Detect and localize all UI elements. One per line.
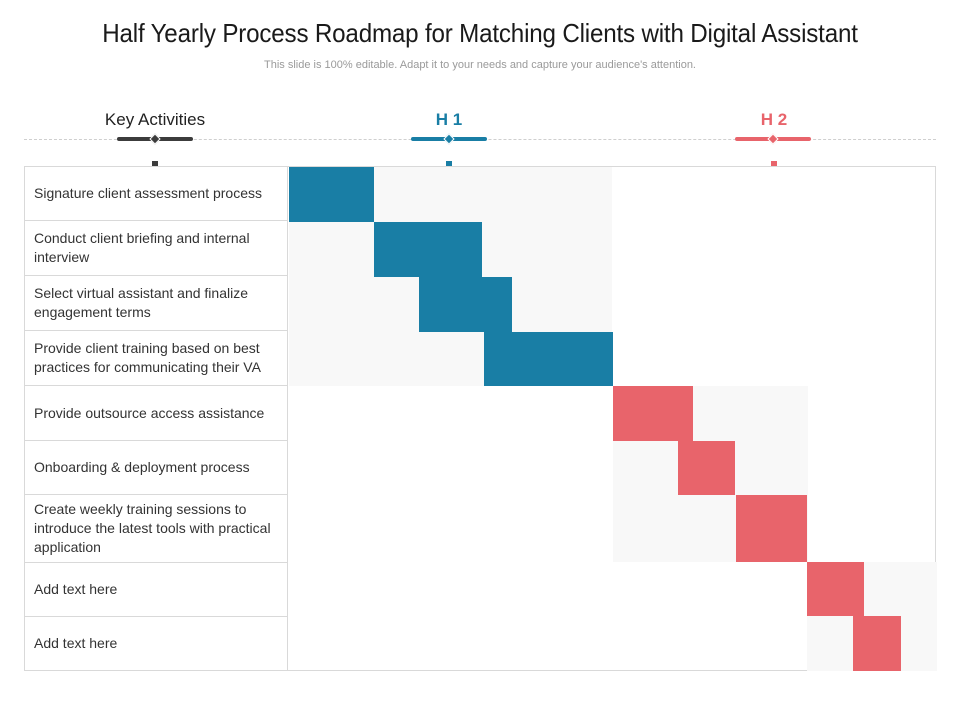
key-activities-connector bbox=[152, 161, 158, 166]
activity-bar-h2 bbox=[613, 386, 693, 441]
activity-bar-h1 bbox=[374, 222, 482, 277]
key-activities-header: Key Activities bbox=[104, 110, 206, 129]
activity-label: Provide client training based on best pr… bbox=[34, 340, 261, 375]
activity-bar-h2 bbox=[678, 441, 735, 495]
activity-bar-h1 bbox=[419, 277, 512, 332]
activity-bar-h2 bbox=[853, 616, 901, 671]
h1-diamond-icon bbox=[443, 133, 455, 145]
activity-label: Create weekly training sessions to intro… bbox=[34, 501, 271, 555]
h1-header: H 1 bbox=[435, 110, 463, 129]
activity-bar-h1 bbox=[289, 167, 374, 222]
page-subtitle: This slide is 100% editable. Adapt it to… bbox=[264, 59, 696, 71]
h1-connector bbox=[446, 161, 452, 166]
h2-diamond-icon bbox=[767, 133, 779, 145]
h2-connector bbox=[771, 161, 777, 166]
activity-row: Select virtual assistant and finalize en… bbox=[24, 276, 288, 331]
activity-label: Onboarding & deployment process bbox=[34, 459, 250, 475]
activity-label: Select virtual assistant and finalize en… bbox=[34, 285, 248, 320]
page-title: Half Yearly Process Roadmap for Matching… bbox=[102, 18, 858, 48]
activity-row: Onboarding & deployment process bbox=[24, 441, 288, 495]
activity-bar-h1 bbox=[484, 332, 613, 386]
activity-label: Signature client assessment process bbox=[34, 184, 262, 201]
key-activities-diamond-icon bbox=[149, 133, 161, 145]
activity-row: Conduct client briefing and internal int… bbox=[24, 221, 288, 276]
roadmap-grid bbox=[24, 166, 937, 671]
activity-label: Add text here bbox=[34, 581, 118, 597]
activity-row: Signature client assessment process bbox=[24, 166, 288, 221]
activity-row: Create weekly training sessions to intro… bbox=[24, 495, 288, 563]
activity-row: Provide client training based on best pr… bbox=[24, 331, 288, 386]
activity-label: Provide outsource access assistance bbox=[34, 404, 265, 421]
activity-bar-h2 bbox=[736, 495, 807, 562]
activity-row: Provide outsource access assistance bbox=[24, 386, 288, 441]
activity-label: Conduct client briefing and internal int… bbox=[34, 230, 250, 265]
activity-row: Add text here bbox=[24, 563, 288, 617]
activity-label: Add text here bbox=[34, 635, 118, 651]
activity-bar-h2 bbox=[807, 562, 864, 616]
activity-row: Add text here bbox=[24, 617, 288, 670]
h2-header: H 2 bbox=[760, 110, 788, 129]
